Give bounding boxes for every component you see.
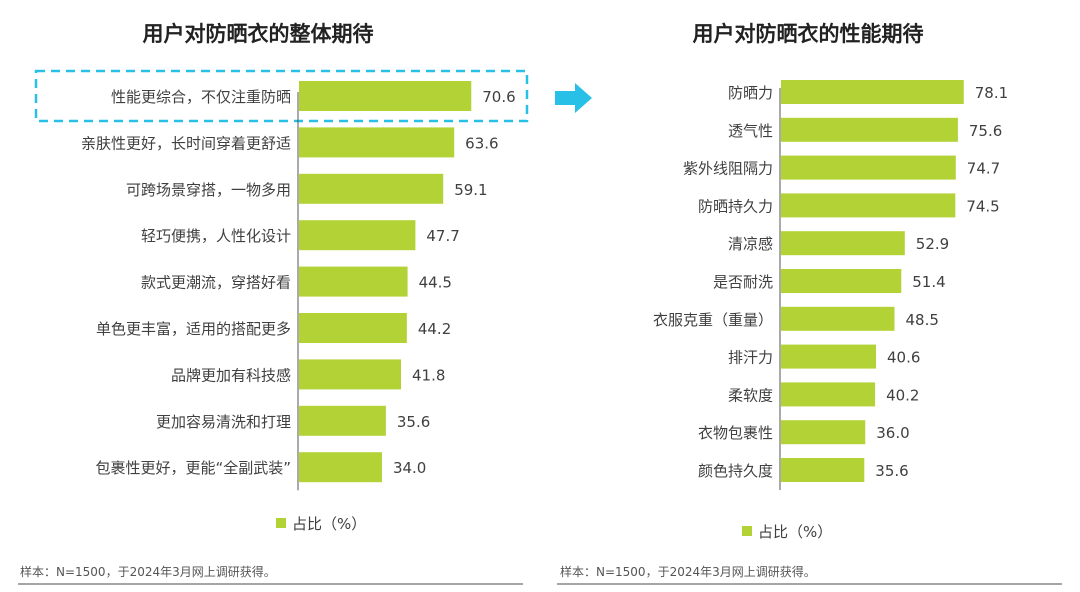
data-label: 51.4 bbox=[912, 273, 945, 291]
bar bbox=[299, 173, 444, 204]
data-label: 40.2 bbox=[886, 386, 919, 404]
category-label: 是否耐洗 bbox=[713, 273, 773, 291]
category-label: 性能更综合，不仅注重防晒 bbox=[111, 88, 291, 106]
bar bbox=[299, 220, 416, 251]
data-label: 75.6 bbox=[969, 122, 1002, 140]
category-label: 清凉感 bbox=[728, 235, 773, 253]
left-chart-title: 用户对防晒衣的整体期待 bbox=[143, 22, 374, 46]
bar bbox=[781, 269, 902, 293]
right-legend-swatch bbox=[742, 526, 752, 536]
bar bbox=[299, 452, 382, 483]
data-label: 44.2 bbox=[418, 320, 451, 338]
bar bbox=[781, 420, 866, 445]
bar bbox=[781, 231, 905, 256]
right-chart-title: 用户对防晒衣的性能期待 bbox=[693, 22, 924, 46]
category-label: 单色更丰富，适用的搭配更多 bbox=[96, 320, 291, 338]
bar bbox=[781, 382, 876, 407]
data-label: 35.6 bbox=[875, 462, 908, 480]
category-label: 柔软度 bbox=[728, 386, 773, 404]
category-label: 品牌更加有科技感 bbox=[171, 366, 291, 384]
category-label: 可跨场景穿搭，一物多用 bbox=[126, 181, 291, 199]
data-label: 78.1 bbox=[975, 84, 1008, 102]
category-label: 透气性 bbox=[728, 122, 773, 140]
bar bbox=[781, 458, 865, 482]
category-label: 颜色持久度 bbox=[698, 462, 773, 480]
category-label: 更加容易清洗和打理 bbox=[156, 413, 291, 431]
bar bbox=[299, 81, 472, 111]
right-sample-note: 样本：N=1500，于2024年3月网上调研获得。 bbox=[560, 564, 816, 579]
bar bbox=[781, 344, 877, 369]
data-label: 36.0 bbox=[876, 424, 909, 442]
bar bbox=[781, 193, 956, 218]
bar bbox=[781, 80, 964, 104]
category-label: 包裹性更好，更能“全副武装” bbox=[95, 459, 291, 477]
left-sample-note: 样本：N=1500，于2024年3月网上调研获得。 bbox=[20, 564, 276, 579]
data-label: 74.7 bbox=[967, 160, 1000, 178]
highlight-box bbox=[34, 69, 529, 123]
bar bbox=[299, 313, 407, 343]
bar bbox=[299, 359, 401, 390]
data-label: 47.7 bbox=[426, 227, 459, 245]
bar bbox=[781, 117, 958, 142]
data-label: 70.6 bbox=[482, 88, 515, 106]
category-label: 衣物包裹性 bbox=[698, 424, 773, 442]
bar bbox=[299, 405, 386, 436]
right-arrow-icon bbox=[555, 83, 592, 113]
category-label: 排汗力 bbox=[728, 349, 773, 367]
data-label: 34.0 bbox=[393, 459, 426, 477]
data-label: 44.5 bbox=[419, 274, 452, 292]
right-legend-label: 占比（%） bbox=[758, 523, 832, 541]
data-label: 63.6 bbox=[465, 134, 498, 152]
category-label: 防晒力 bbox=[728, 84, 773, 102]
category-label: 衣服克重（重量） bbox=[653, 311, 773, 329]
bar bbox=[781, 306, 895, 331]
data-label: 59.1 bbox=[454, 181, 487, 199]
left-legend-label: 占比（%） bbox=[292, 515, 366, 533]
category-label: 亲肤性更好，长时间穿着更舒适 bbox=[81, 134, 291, 152]
category-label: 轻巧便携，人性化设计 bbox=[141, 227, 291, 245]
bar bbox=[781, 155, 956, 180]
category-label: 款式更潮流，穿搭好看 bbox=[141, 274, 291, 292]
data-label: 48.5 bbox=[905, 311, 938, 329]
bar bbox=[299, 266, 408, 297]
data-label: 52.9 bbox=[916, 235, 949, 253]
left-legend-swatch bbox=[276, 518, 286, 528]
data-label: 41.8 bbox=[412, 366, 445, 384]
data-label: 35.6 bbox=[397, 413, 430, 431]
data-label: 74.5 bbox=[966, 197, 999, 215]
bar bbox=[299, 127, 455, 158]
category-label: 防晒持久力 bbox=[698, 197, 773, 215]
data-label: 40.6 bbox=[887, 349, 920, 367]
category-label: 紫外线阻隔力 bbox=[683, 160, 773, 178]
